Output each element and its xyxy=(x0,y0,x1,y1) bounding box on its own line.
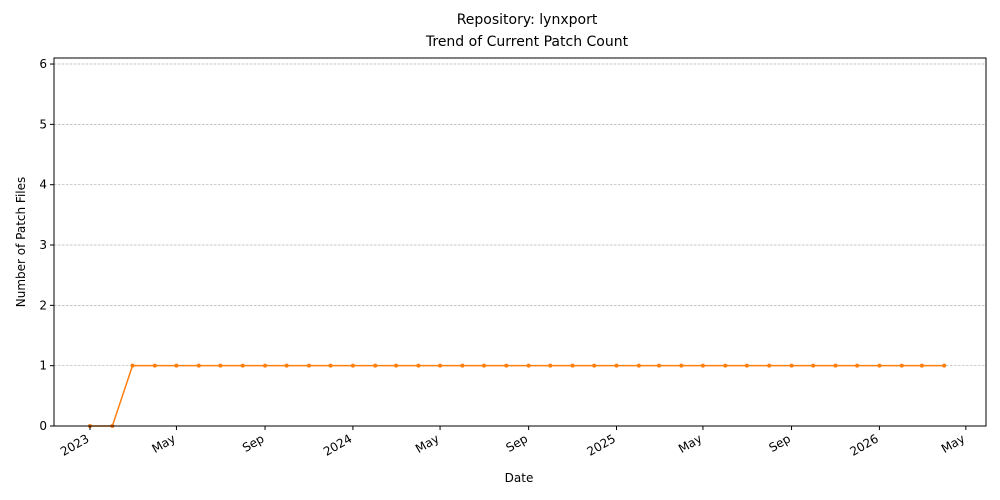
data-point xyxy=(394,363,399,368)
data-point xyxy=(679,363,684,368)
plot-frame xyxy=(53,57,987,427)
x-tick-label: 2026 xyxy=(847,431,880,458)
data-point xyxy=(438,363,443,368)
data-point xyxy=(263,363,268,368)
data-point xyxy=(570,363,575,368)
y-tick-label: 5 xyxy=(39,117,47,131)
x-tick-label: Sep xyxy=(504,431,531,454)
data-point xyxy=(636,363,641,368)
x-tick-label: 2024 xyxy=(321,431,354,458)
x-tick-label: 2025 xyxy=(585,431,618,458)
data-point xyxy=(744,363,749,368)
data-point xyxy=(767,363,772,368)
data-point xyxy=(416,363,421,368)
data-point xyxy=(919,363,924,368)
plot-series xyxy=(88,363,947,428)
data-point xyxy=(899,363,904,368)
data-point xyxy=(614,363,619,368)
data-point xyxy=(657,363,662,368)
data-point xyxy=(855,363,860,368)
data-point xyxy=(152,363,157,368)
data-point xyxy=(592,363,597,368)
data-point xyxy=(196,363,201,368)
x-tick-label: 2023 xyxy=(58,431,91,458)
y-axis: 0 1 2 3 4 5 6 xyxy=(39,57,54,433)
series-line xyxy=(90,364,945,427)
data-point xyxy=(218,363,223,368)
y-tick-label: 6 xyxy=(39,57,47,71)
data-point xyxy=(526,363,531,368)
x-axis: 2023 May Sep 2024 May Sep 2025 May Sep 2026 May xyxy=(58,426,967,459)
data-point xyxy=(942,363,947,368)
x-tick-label: May xyxy=(676,431,704,456)
y-tick-label: 1 xyxy=(39,359,47,373)
grid-lines xyxy=(54,63,986,427)
data-point xyxy=(284,363,289,368)
data-point xyxy=(723,363,728,368)
data-point xyxy=(460,363,465,368)
x-tick-label: Sep xyxy=(240,431,267,454)
x-tick-label: May xyxy=(149,431,177,456)
data-point xyxy=(789,363,794,368)
y-axis-label: Number of Patch Files xyxy=(14,177,28,308)
data-point xyxy=(877,363,882,368)
chart-title-line1: Repository: lynxport xyxy=(457,12,598,28)
data-point xyxy=(328,363,333,368)
data-point xyxy=(548,363,553,368)
chart-title-line2: Trend of Current Patch Count xyxy=(425,34,629,50)
x-tick-label: May xyxy=(413,431,441,456)
data-point xyxy=(481,363,486,368)
data-point xyxy=(174,363,179,368)
data-point xyxy=(306,363,311,368)
data-point xyxy=(504,363,509,368)
data-point xyxy=(240,363,245,368)
data-point xyxy=(811,363,816,368)
data-point xyxy=(833,363,838,368)
y-tick-label: 2 xyxy=(39,298,47,312)
y-tick-label: 4 xyxy=(39,178,47,192)
data-point xyxy=(350,363,355,368)
x-axis-label: Date xyxy=(505,471,534,485)
x-tick-label: May xyxy=(939,431,967,456)
data-point xyxy=(700,363,705,368)
data-point xyxy=(373,363,378,368)
x-tick-label: Sep xyxy=(766,431,793,454)
data-point xyxy=(130,363,135,368)
y-tick-label: 3 xyxy=(39,238,47,252)
y-tick-label: 0 xyxy=(39,419,47,433)
